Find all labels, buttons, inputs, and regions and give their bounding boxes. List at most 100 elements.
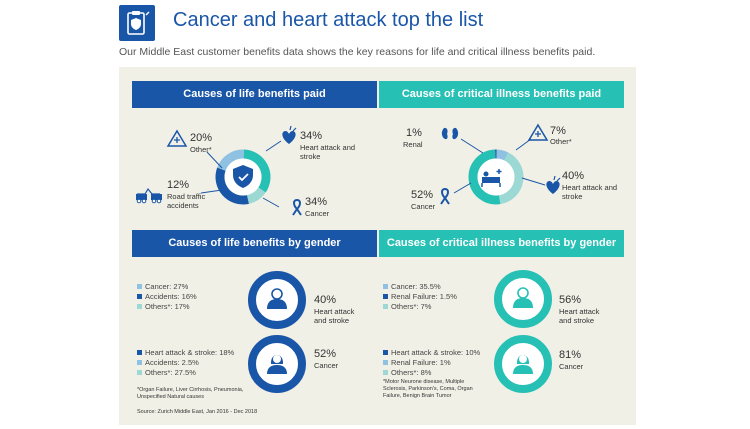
ci-cancer-label: Cancer [411, 202, 436, 211]
legend-swatch [137, 350, 142, 355]
legend-text: Cancer: 35.5% [391, 282, 441, 291]
life-road-label: Road traffic accidents [167, 192, 206, 210]
car-crash-icon [136, 187, 162, 204]
infographic-panel: Causes of life benefits paid Causes of c… [119, 67, 636, 425]
donut-slice [243, 149, 271, 193]
shield-icon [233, 165, 253, 188]
ci-other-label: Other* [550, 137, 572, 146]
life-gender-header: Causes of life benefits by gender [132, 230, 377, 257]
life-other-label: Other* [190, 145, 212, 154]
ci-footnote: *Motor Neurone disease, Multiple Scleros… [383, 379, 473, 399]
life-female-ring [248, 335, 306, 393]
legend-swatch [137, 284, 142, 289]
connector-line [206, 151, 223, 169]
ci-female-pct: 81% [559, 349, 582, 361]
kidney-icon [441, 127, 459, 140]
life-heart-pct: 34% [300, 130, 323, 142]
life-male-pct: 40% [314, 294, 337, 306]
ribbon-icon [292, 198, 302, 216]
legend-swatch [383, 370, 388, 375]
triangle-plus-icon [527, 123, 549, 141]
legend-item: Renal Failure: 1.5% [383, 292, 457, 301]
connector-line [200, 189, 223, 194]
page-subtitle: Our Middle East customer benefits data s… [119, 46, 596, 58]
life-footnote: *Organ Failure, Liver Cirrhosis, Pneumon… [137, 387, 244, 400]
life-paid-chart [136, 125, 302, 216]
ribbon-icon [440, 187, 450, 205]
man-icon [513, 287, 533, 308]
woman-icon [267, 355, 287, 374]
legend-text: Accidents: 2.5% [145, 358, 199, 367]
life-road-pct: 12% [167, 179, 190, 191]
connector-line [460, 138, 484, 154]
legend-swatch [383, 350, 388, 355]
ci-renal-label: Renal [403, 140, 423, 149]
page-title: Cancer and heart attack top the list [173, 9, 484, 31]
ci-other-pct: 7% [550, 125, 566, 137]
donut-slice [246, 187, 266, 204]
legend-text: Others*: 8% [391, 368, 432, 377]
legend-text: Renal Failure: 1.5% [391, 292, 457, 301]
legend-item: Others*: 17% [137, 302, 190, 311]
legend-item: Others*: 8% [383, 368, 431, 377]
clipboard-shield-icon [119, 5, 155, 41]
connector-line [262, 197, 280, 208]
life-female-label: Cancer [314, 361, 339, 370]
heart-icon [546, 175, 561, 194]
ci-gender-header: Causes of critical illness benefits by g… [379, 230, 624, 257]
legend-swatch [137, 370, 142, 375]
connector-line [265, 140, 282, 152]
donut-slice [217, 149, 244, 171]
legend-text: Others*: 27.5% [145, 368, 196, 377]
life-cancer-label: Cancer [305, 209, 330, 218]
ci-paid-header: Causes of critical illness benefits paid [379, 81, 624, 108]
legend-item: Renal Failure: 1% [383, 358, 451, 367]
donut-slice [468, 149, 501, 205]
ci-heart-pct: 40% [562, 170, 585, 182]
legend-text: Renal Failure: 1% [391, 358, 451, 367]
life-cancer-pct: 34% [305, 196, 328, 208]
life-paid-header: Causes of life benefits paid [132, 81, 377, 108]
legend-swatch [383, 360, 388, 365]
legend-text: Heart attack & stroke: 18% [145, 348, 235, 357]
ci-male-ring [494, 270, 552, 328]
legend-item: Accidents: 2.5% [137, 358, 199, 367]
connector-line [453, 182, 472, 194]
legend-item: Others*: 27.5% [137, 368, 196, 377]
legend-swatch [137, 304, 142, 309]
legend-swatch [383, 294, 388, 299]
legend-item: Cancer: 35.5% [383, 282, 441, 291]
connector-line [515, 138, 532, 151]
donut-slice [498, 152, 524, 205]
ci-female-label: Cancer [559, 362, 584, 371]
life-female-pct: 52% [314, 348, 337, 360]
ci-renal-pct: 1% [406, 127, 422, 139]
legend-text: Accidents: 16% [145, 292, 197, 301]
legend-swatch [383, 304, 388, 309]
triangle-plus-icon [166, 129, 188, 147]
legend-swatch [137, 294, 142, 299]
legend-swatch [137, 360, 142, 365]
gender-charts [248, 270, 552, 393]
legend-item: Heart attack & stroke: 18% [137, 348, 234, 357]
ci-male-pct: 56% [559, 294, 582, 306]
life-other-pct: 20% [190, 132, 213, 144]
source-note: Source: Zurich Middle East, Jan 2016 - D… [137, 409, 258, 415]
ci-cancer-pct: 52% [411, 189, 434, 201]
hospital-bed-icon [481, 169, 502, 187]
legend-item: Accidents: 16% [137, 292, 197, 301]
life-male-ring [248, 271, 306, 329]
donut-slice [215, 167, 249, 205]
legend-text: Others*: 7% [391, 302, 432, 311]
legend-text: Cancer: 27% [145, 282, 189, 291]
ci-female-ring [494, 335, 552, 393]
legend-text: Heart attack & stroke: 10% [391, 348, 481, 357]
ci-heart-label: Heart attack and stroke [562, 183, 618, 201]
life-heart-label: Heart attack and stroke [300, 143, 356, 161]
legend-item: Cancer: 27% [137, 282, 188, 291]
legend-item: Heart attack & stroke: 10% [383, 348, 480, 357]
legend-item: Others*: 7% [383, 302, 431, 311]
life-male-label: Heart attack and stroke [314, 307, 355, 325]
ci-male-label: Heart attack and stroke [559, 307, 600, 325]
woman-icon [513, 355, 533, 374]
